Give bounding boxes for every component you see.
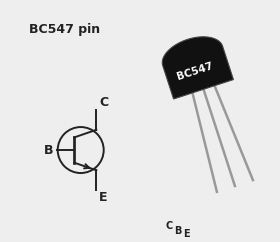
Text: C: C xyxy=(165,221,173,231)
Text: B: B xyxy=(174,226,181,236)
Text: E: E xyxy=(183,229,190,239)
Text: BC547 pin: BC547 pin xyxy=(29,23,100,36)
Text: E: E xyxy=(99,191,108,204)
Text: B: B xyxy=(44,144,53,157)
Text: BC547: BC547 xyxy=(176,60,214,82)
Polygon shape xyxy=(162,37,234,99)
Text: C: C xyxy=(99,96,108,109)
